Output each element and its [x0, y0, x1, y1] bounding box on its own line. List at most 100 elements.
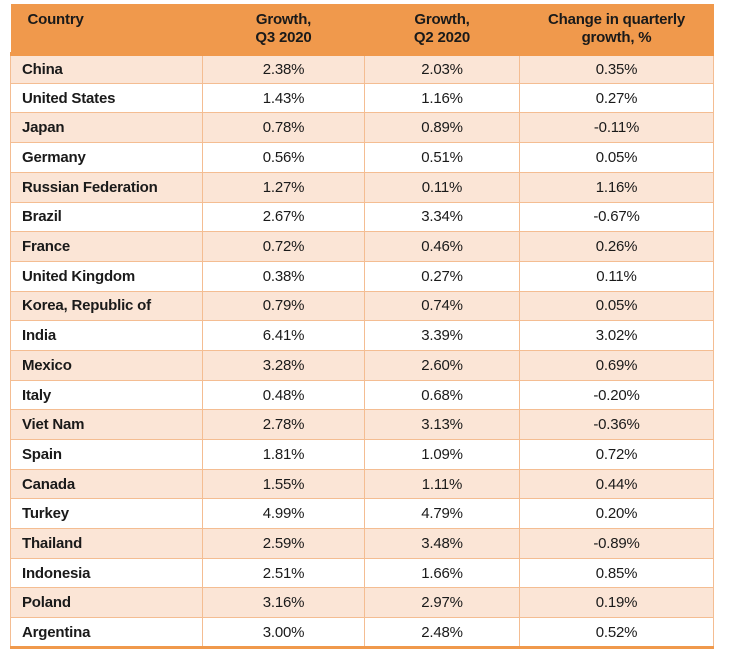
- growth-q2-cell: 1.16%: [364, 82, 520, 114]
- change-cell: 0.52%: [519, 617, 714, 648]
- country-cell: China: [10, 53, 203, 84]
- change-cell: -0.11%: [519, 112, 714, 144]
- country-cell: Argentina: [10, 617, 203, 648]
- column-header-growth-q2-2020: Growth, Q2 2020: [364, 4, 520, 56]
- growth-q3-cell: 2.38%: [202, 53, 365, 84]
- growth-q3-cell: 4.99%: [202, 498, 365, 530]
- change-cell: 3.02%: [519, 320, 714, 351]
- table-header: Country Growth, Q3 2020 Growth, Q2 2020 …: [10, 4, 714, 56]
- growth-q2-cell: 0.11%: [364, 171, 520, 203]
- change-cell: 0.85%: [519, 557, 714, 589]
- column-header-country: Country: [10, 4, 203, 56]
- table-row: Mexico 3.28% 2.60% 0.69%: [10, 349, 714, 381]
- change-cell: 0.35%: [519, 53, 714, 84]
- country-cell: United Kingdom: [10, 260, 203, 292]
- growth-q2-cell: 0.51%: [364, 142, 520, 173]
- table-row: Thailand 2.59% 3.48% -0.89%: [10, 528, 714, 559]
- country-cell: Russian Federation: [10, 171, 203, 203]
- growth-q2-cell: 0.89%: [364, 112, 520, 144]
- country-cell: Poland: [10, 587, 203, 619]
- growth-q2-cell: 2.48%: [364, 617, 520, 648]
- country-cell: Canada: [10, 468, 203, 500]
- change-cell: -0.67%: [519, 201, 714, 233]
- change-cell: 0.27%: [519, 82, 714, 114]
- growth-q3-cell: 6.41%: [202, 320, 365, 351]
- table-row: France 0.72% 0.46% 0.26%: [10, 231, 714, 262]
- growth-q3-cell: 3.28%: [202, 349, 365, 381]
- change-cell: -0.36%: [519, 409, 714, 441]
- growth-q3-cell: 2.67%: [202, 201, 365, 233]
- country-cell: Brazil: [10, 201, 203, 233]
- table-row: Russian Federation 1.27% 0.11% 1.16%: [10, 171, 714, 203]
- growth-q2-cell: 3.13%: [364, 409, 520, 441]
- growth-q2-cell: 0.68%: [364, 379, 520, 411]
- table-row: Spain 1.81% 1.09% 0.72%: [10, 439, 714, 470]
- change-cell: 0.11%: [519, 260, 714, 292]
- change-cell: 0.69%: [519, 349, 714, 381]
- change-cell: 1.16%: [519, 171, 714, 203]
- change-cell: 0.19%: [519, 587, 714, 619]
- growth-q3-cell: 1.55%: [202, 468, 365, 500]
- growth-q2-cell: 1.11%: [364, 468, 520, 500]
- table-row: Brazil 2.67% 3.34% -0.67%: [10, 201, 714, 233]
- growth-q3-cell: 3.00%: [202, 617, 365, 648]
- table-row: Poland 3.16% 2.97% 0.19%: [10, 587, 714, 619]
- change-cell: 0.20%: [519, 498, 714, 530]
- change-cell: 0.44%: [519, 468, 714, 500]
- column-header-change-in-quarterly-growth: Change in quarterly growth, %: [519, 4, 714, 56]
- growth-q3-cell: 0.78%: [202, 112, 365, 144]
- growth-q3-cell: 1.43%: [202, 82, 365, 114]
- growth-q2-cell: 2.97%: [364, 587, 520, 619]
- table-row: Argentina 3.00% 2.48% 0.52%: [10, 617, 714, 648]
- country-cell: Italy: [10, 379, 203, 411]
- change-cell: 0.05%: [519, 290, 714, 322]
- country-cell: Korea, Republic of: [10, 290, 203, 322]
- table-row: Japan 0.78% 0.89% -0.11%: [10, 112, 714, 144]
- growth-q3-cell: 2.78%: [202, 409, 365, 441]
- growth-q2-cell: 3.39%: [364, 320, 520, 351]
- growth-q2-cell: 2.03%: [364, 53, 520, 84]
- table-row: Canada 1.55% 1.11% 0.44%: [10, 468, 714, 500]
- change-cell: -0.89%: [519, 528, 714, 559]
- table-row: Viet Nam 2.78% 3.13% -0.36%: [10, 409, 714, 441]
- growth-q2-cell: 2.60%: [364, 349, 520, 381]
- change-cell: -0.20%: [519, 379, 714, 411]
- country-cell: Viet Nam: [10, 409, 203, 441]
- change-cell: 0.72%: [519, 439, 714, 470]
- growth-q3-cell: 0.79%: [202, 290, 365, 322]
- growth-q3-cell: 1.81%: [202, 439, 365, 470]
- growth-q2-cell: 0.27%: [364, 260, 520, 292]
- growth-q2-cell: 3.34%: [364, 201, 520, 233]
- growth-q3-cell: 2.51%: [202, 557, 365, 589]
- table-row: United Kingdom 0.38% 0.27% 0.11%: [10, 260, 714, 292]
- growth-q2-cell: 4.79%: [364, 498, 520, 530]
- country-cell: Spain: [10, 439, 203, 470]
- country-cell: France: [10, 231, 203, 262]
- growth-q2-cell: 0.46%: [364, 231, 520, 262]
- table-row: China 2.38% 2.03% 0.35%: [10, 53, 714, 84]
- table-row: United States 1.43% 1.16% 0.27%: [10, 82, 714, 114]
- country-cell: Japan: [10, 112, 203, 144]
- country-cell: Thailand: [10, 528, 203, 559]
- growth-q3-cell: 2.59%: [202, 528, 365, 559]
- growth-q3-cell: 0.38%: [202, 260, 365, 292]
- growth-q2-cell: 1.09%: [364, 439, 520, 470]
- growth-q2-cell: 3.48%: [364, 528, 520, 559]
- table-row: India 6.41% 3.39% 3.02%: [10, 320, 714, 351]
- growth-q2-cell: 0.74%: [364, 290, 520, 322]
- growth-q3-cell: 1.27%: [202, 171, 365, 203]
- table-row: Korea, Republic of 0.79% 0.74% 0.05%: [10, 290, 714, 322]
- growth-q3-cell: 0.56%: [202, 142, 365, 173]
- header-row: Country Growth, Q3 2020 Growth, Q2 2020 …: [10, 4, 714, 56]
- country-cell: Indonesia: [10, 557, 203, 589]
- table-row: Turkey 4.99% 4.79% 0.20%: [10, 498, 714, 530]
- growth-q3-cell: 3.16%: [202, 587, 365, 619]
- table-row: Indonesia 2.51% 1.66% 0.85%: [10, 557, 714, 589]
- table-row: Italy 0.48% 0.68% -0.20%: [10, 379, 714, 411]
- table-body: China 2.38% 2.03% 0.35% United States 1.43% 1.…: [10, 53, 714, 648]
- change-cell: 0.26%: [519, 231, 714, 262]
- country-cell: Turkey: [10, 498, 203, 530]
- growth-q2-cell: 1.66%: [364, 557, 520, 589]
- table-row: Germany 0.56% 0.51% 0.05%: [10, 142, 714, 173]
- country-cell: Mexico: [10, 349, 203, 381]
